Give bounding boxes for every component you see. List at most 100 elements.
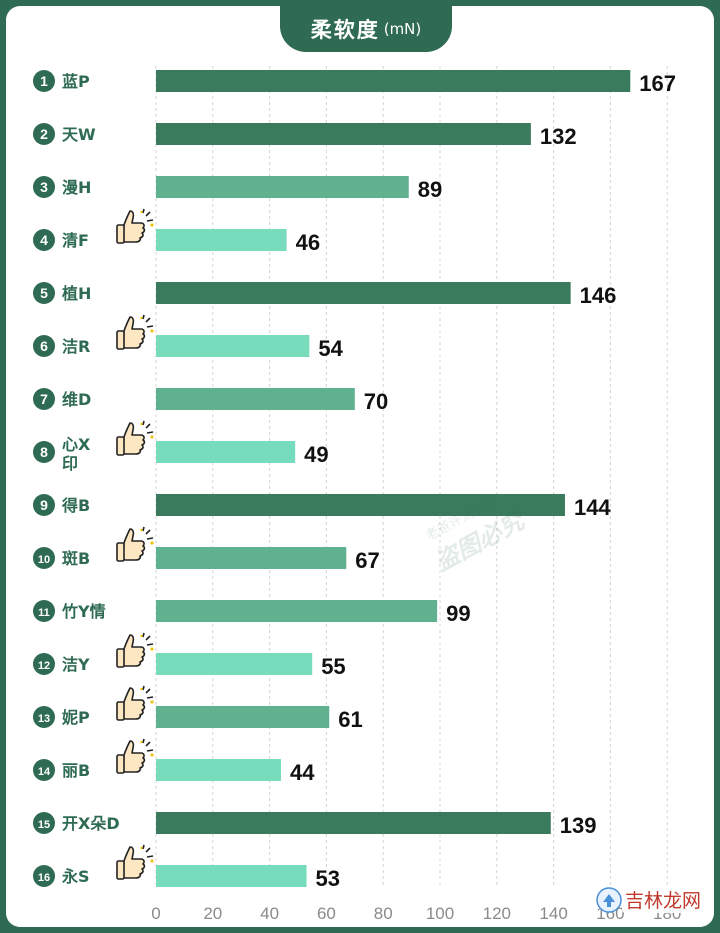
bar-value-label: 61 <box>338 707 362 732</box>
bar-value-label: 70 <box>364 389 388 414</box>
x-tick-label: 60 <box>317 904 336 923</box>
row-number-badge <box>33 706 55 728</box>
bar <box>156 176 409 198</box>
site-watermark-text: 吉林龙网 <box>621 886 704 913</box>
category-label-line2: 印 <box>62 454 78 473</box>
chart-frame: 0 20 40 60 80 100 120 140 160 180 167 1 蓝P 132 2 天W 89 3 漫… <box>6 6 714 927</box>
bar-value-label: 99 <box>446 601 470 626</box>
row-number: 1 <box>40 73 48 89</box>
bar <box>156 759 281 781</box>
row-number-badge <box>33 229 55 251</box>
title-unit: (mN) <box>383 20 422 38</box>
bar <box>156 600 438 622</box>
row-number-badge <box>33 388 55 410</box>
row-number: 11 <box>38 607 50 619</box>
row-number: 9 <box>40 497 48 513</box>
bar <box>156 812 551 834</box>
bar <box>156 494 565 516</box>
thumbs-up-icon <box>116 685 154 721</box>
x-tick-label: 120 <box>483 904 511 923</box>
row-number-badge <box>33 600 55 622</box>
x-tick-label: 100 <box>426 904 454 923</box>
row-number-badge <box>33 176 55 198</box>
thumbs-up-icon <box>116 738 154 774</box>
bar-value-label: 132 <box>540 124 577 149</box>
category-label: 洁Y <box>62 655 90 674</box>
category-label: 植H <box>61 284 91 303</box>
row-number: 8 <box>40 444 48 460</box>
bar <box>156 706 330 728</box>
chart-title: 柔软度 (mN) <box>280 6 452 52</box>
row-number: 16 <box>38 872 50 884</box>
row-number-badge <box>33 282 55 304</box>
bar <box>156 70 631 92</box>
thumbs-up-icon <box>116 632 154 668</box>
site-logo-icon <box>596 886 622 913</box>
row-number-badge <box>33 70 55 92</box>
bar-value-label: 146 <box>580 283 617 308</box>
row-number: 12 <box>38 660 50 672</box>
bar <box>156 335 310 357</box>
x-tick-label: 80 <box>374 904 393 923</box>
category-label: 心X <box>62 435 91 454</box>
bar <box>156 441 296 463</box>
row-number: 4 <box>40 232 48 248</box>
bar-value-label: 54 <box>318 336 343 361</box>
thumbs-up-icon <box>116 526 154 562</box>
category-label: 妮P <box>61 708 90 727</box>
thumbs-up-icon <box>116 420 154 456</box>
thumbs-up-icon <box>116 314 154 350</box>
row-number: 3 <box>40 179 48 195</box>
bar <box>156 229 287 251</box>
category-label: 天W <box>62 125 96 144</box>
row-number: 5 <box>40 285 48 301</box>
row-number: 13 <box>38 713 50 725</box>
row-number-badge <box>33 653 55 675</box>
category-label: 维D <box>62 390 91 409</box>
site-watermark: 吉林龙网 <box>596 886 704 913</box>
bar <box>156 653 313 675</box>
bar <box>156 865 307 887</box>
category-label: 蓝P <box>62 72 90 91</box>
row-number: 15 <box>38 819 50 831</box>
bar <box>156 547 347 569</box>
category-label: 洁R <box>62 337 90 356</box>
bar <box>156 123 531 145</box>
row-number: 14 <box>38 766 51 778</box>
category-label: 永S <box>61 867 90 886</box>
row-number: 10 <box>38 554 50 566</box>
bar-value-label: 44 <box>290 760 315 785</box>
row-number-badge <box>33 123 55 145</box>
row-number: 6 <box>40 338 48 354</box>
bar-value-label: 53 <box>316 866 340 891</box>
bar <box>156 388 355 410</box>
bar-value-label: 139 <box>560 813 597 838</box>
bar-value-label: 67 <box>355 548 379 573</box>
row-number-badge <box>33 441 55 463</box>
x-tick-label: 140 <box>539 904 567 923</box>
title-main: 柔软度 <box>310 18 380 42</box>
bar-value-label: 167 <box>639 71 676 96</box>
category-label: 漫H <box>62 178 91 197</box>
category-label: 丽B <box>62 761 90 780</box>
category-label: 竹Y情 <box>61 602 106 621</box>
bar <box>156 282 571 304</box>
thumbs-up-icon <box>116 844 154 880</box>
x-tick-label: 0 <box>151 904 160 923</box>
row-number-badge <box>33 335 55 357</box>
category-label: 开X朵D <box>62 814 120 833</box>
row-number-badge <box>33 759 55 781</box>
category-label: 斑B <box>62 549 90 568</box>
x-tick-label: 20 <box>203 904 222 923</box>
thumbs-up-icon <box>116 208 154 244</box>
x-tick-label: 40 <box>260 904 279 923</box>
bar-value-label: 144 <box>574 495 611 520</box>
row-number: 7 <box>40 391 48 407</box>
row-number: 2 <box>40 126 48 142</box>
bar-value-label: 49 <box>304 442 328 467</box>
category-label: 得B <box>61 496 90 515</box>
row-number-badge <box>33 494 55 516</box>
bar-value-label: 89 <box>418 177 442 202</box>
category-label: 清F <box>62 231 89 250</box>
